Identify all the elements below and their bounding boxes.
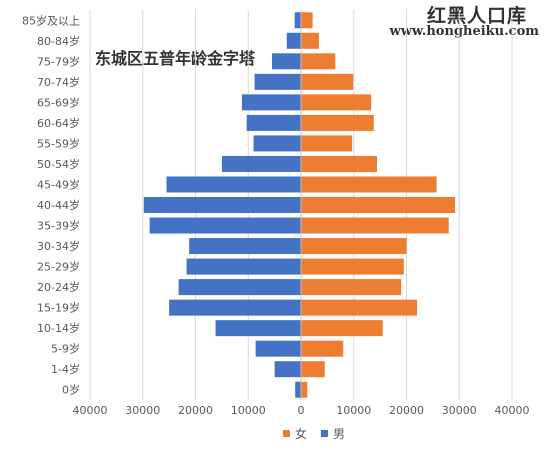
y-tick-label: 35-39岁 xyxy=(37,219,80,233)
bar-male xyxy=(169,299,301,316)
legend-label-male: 男 xyxy=(333,427,346,441)
y-tick-label: 1-4岁 xyxy=(51,362,80,376)
watermark-title: 红黑人口库 xyxy=(426,5,527,27)
x-tick-label: 30000 xyxy=(442,404,477,417)
bar-female xyxy=(301,114,374,131)
bar-male xyxy=(255,340,301,357)
bar-female xyxy=(301,361,325,378)
bar-male xyxy=(274,361,301,378)
bar-female xyxy=(301,12,313,29)
bar-female xyxy=(301,340,344,357)
bar-male xyxy=(295,381,301,398)
bar-male xyxy=(271,53,301,70)
legend-label-female: 女 xyxy=(295,427,308,441)
bar-female xyxy=(301,279,402,296)
y-tick-label: 5-9岁 xyxy=(51,342,80,356)
x-tick-label: 10000 xyxy=(336,404,371,417)
legend-item-female: 女 xyxy=(283,425,307,442)
bar-male xyxy=(215,320,301,337)
bar-male xyxy=(286,32,301,49)
bar-female xyxy=(301,299,418,316)
bar-male xyxy=(186,258,301,275)
x-tick-label: 40000 xyxy=(73,404,108,417)
bar-female xyxy=(301,53,336,70)
bar-female xyxy=(301,217,449,234)
bar-female xyxy=(301,155,377,172)
legend-swatch-female xyxy=(283,430,290,437)
legend: 女 男 xyxy=(283,425,359,442)
y-tick-label: 0岁 xyxy=(62,383,80,397)
bar-female xyxy=(301,238,407,255)
bar-male xyxy=(241,94,301,111)
x-tick-label: 0 xyxy=(298,404,305,417)
y-tick-label: 20-24岁 xyxy=(37,280,80,294)
y-tick-label: 15-19岁 xyxy=(37,301,80,315)
bar-female xyxy=(301,176,437,193)
y-tick-label: 50-54岁 xyxy=(37,157,80,171)
legend-item-male: 男 xyxy=(321,425,345,442)
bar-female xyxy=(301,381,308,398)
bar-female xyxy=(301,320,383,337)
y-tick-label: 25-29岁 xyxy=(37,260,80,274)
bar-female xyxy=(301,258,404,275)
bar-male xyxy=(189,238,301,255)
bar-male xyxy=(294,12,301,29)
x-tick-label: 10000 xyxy=(231,404,266,417)
bar-male xyxy=(166,176,301,193)
bar-male xyxy=(221,155,301,172)
bar-female xyxy=(301,196,456,214)
bar-male xyxy=(254,73,301,90)
bar-female xyxy=(301,32,319,49)
y-tick-label: 30-34岁 xyxy=(37,239,80,253)
x-tick-label: 20000 xyxy=(178,404,213,417)
y-tick-label: 40-44岁 xyxy=(37,198,80,212)
x-tick-label: 40000 xyxy=(495,404,530,417)
bar-female xyxy=(301,94,372,111)
bar-male xyxy=(246,114,301,131)
bar-male xyxy=(253,135,301,152)
y-tick-label: 10-14岁 xyxy=(37,321,80,335)
bar-male xyxy=(149,217,301,234)
y-tick-label: 45-49岁 xyxy=(37,177,80,191)
chart-title: 东城区五普年龄金字塔 xyxy=(95,49,256,68)
x-tick-label: 20000 xyxy=(389,404,424,417)
y-tick-label: 70-74岁 xyxy=(37,75,80,89)
bar-female xyxy=(301,135,353,152)
bar-male xyxy=(143,196,301,214)
bar-male xyxy=(178,279,301,296)
y-tick-label: 60-64岁 xyxy=(37,116,80,130)
y-tick-label: 75-79岁 xyxy=(37,54,80,68)
y-tick-label: 80-84岁 xyxy=(37,34,80,48)
legend-swatch-male xyxy=(321,430,329,437)
y-tick-label: 65-69岁 xyxy=(37,95,80,109)
watermark-url: www.hongheiku.com xyxy=(389,24,539,39)
x-tick-label: 30000 xyxy=(125,404,160,417)
y-tick-label: 85岁及以上 xyxy=(22,13,80,27)
y-tick-label: 55-59岁 xyxy=(37,136,80,150)
bar-female xyxy=(301,73,354,90)
